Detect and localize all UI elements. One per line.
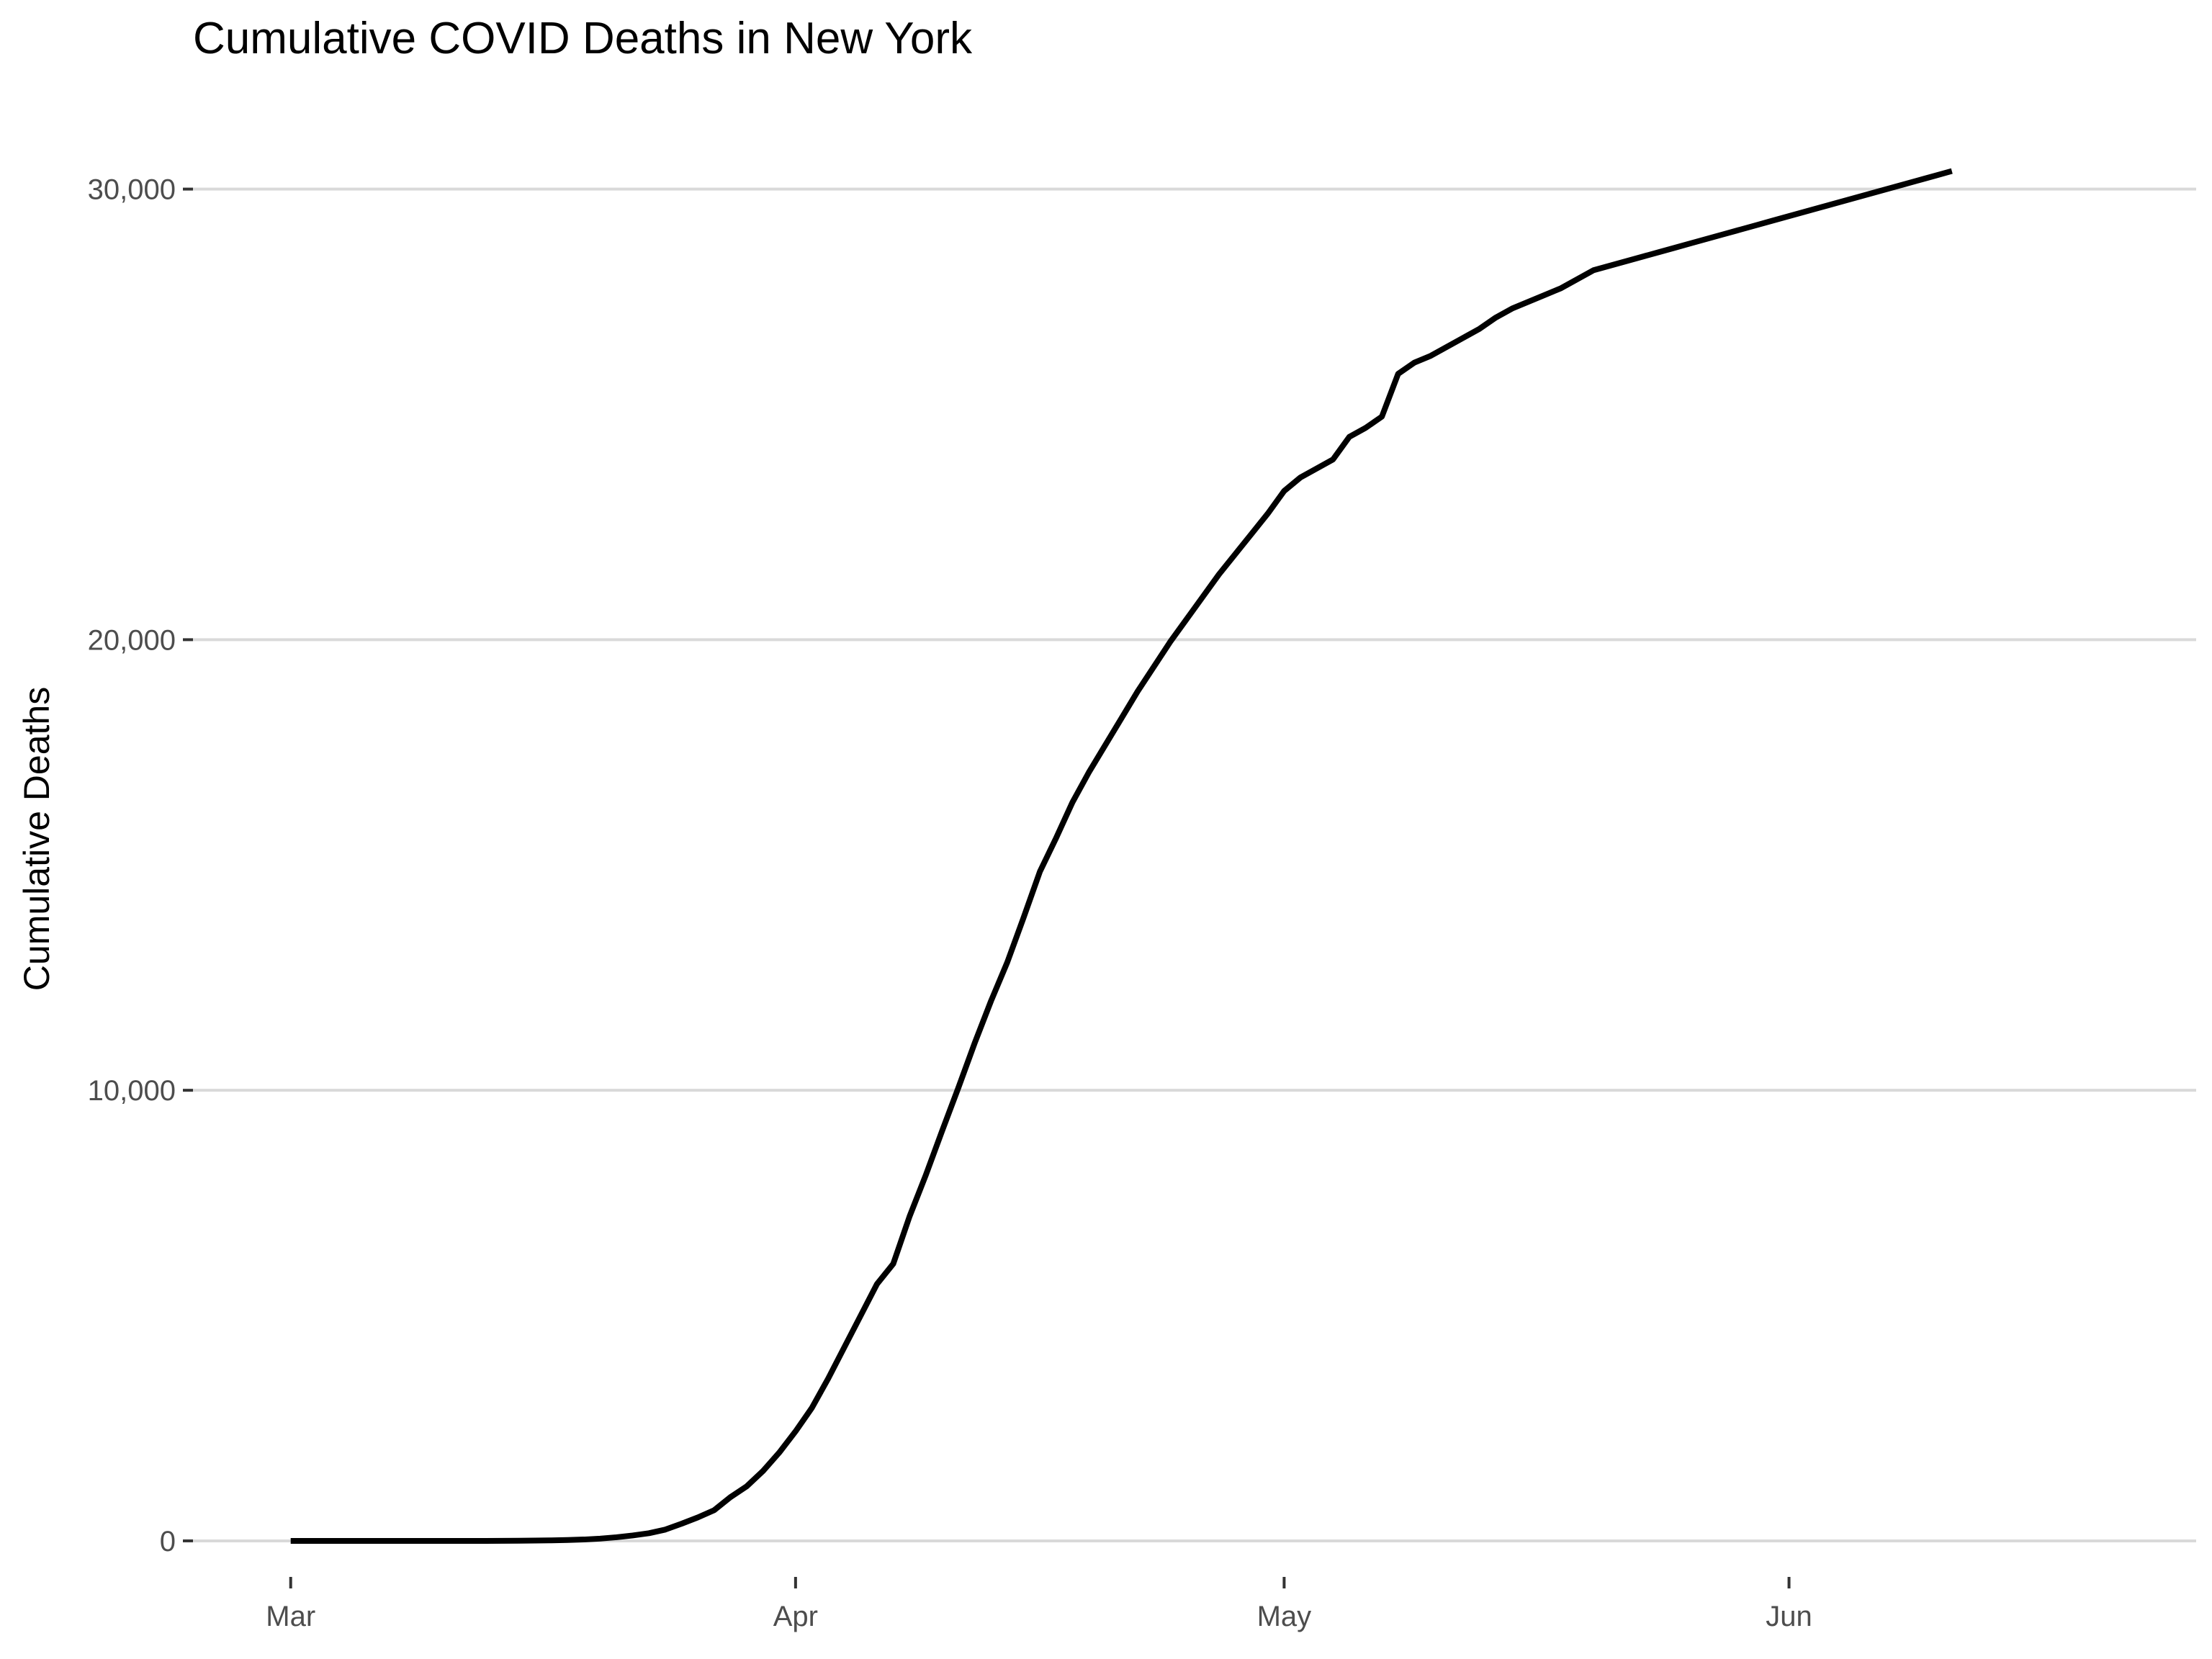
series-layer [290, 168, 1953, 1544]
x-tick-label: Apr [773, 1601, 818, 1632]
y-tick-label: 10,000 [88, 1075, 176, 1107]
chart-title: Cumulative COVID Deaths in New York [193, 14, 973, 63]
series-line [290, 168, 1953, 1544]
x-tick-label: Mar [266, 1601, 315, 1632]
y-axis: 0 10,000 20,000 30,000 [88, 174, 193, 1557]
y-axis-title: Cumulative Deaths [17, 687, 57, 991]
y-tick-label: 30,000 [88, 174, 176, 206]
x-axis: Mar Apr May Jun [266, 1577, 1812, 1632]
y-tick-label: 0 [160, 1526, 176, 1557]
gridlines [193, 187, 2196, 1542]
y-tick-label: 20,000 [88, 624, 176, 656]
x-tick-label: May [1257, 1601, 1312, 1632]
x-tick-label: Jun [1766, 1601, 1812, 1632]
